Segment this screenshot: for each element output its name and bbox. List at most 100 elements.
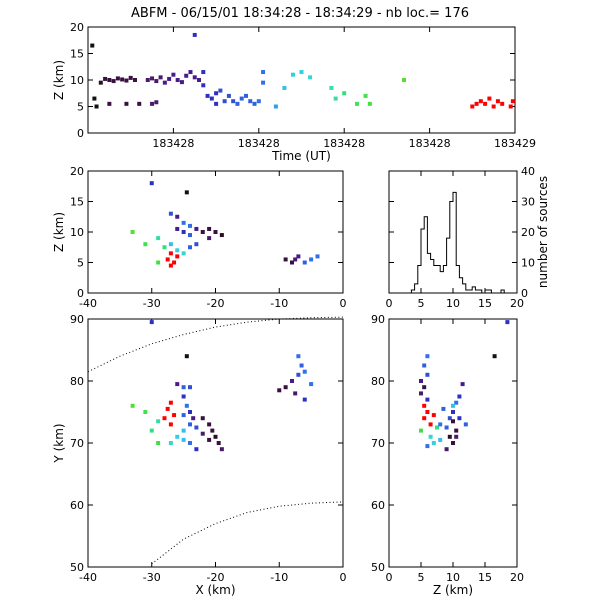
source-point <box>505 320 510 325</box>
source-point <box>425 354 430 359</box>
source-point <box>451 419 455 424</box>
yx-x-axis-tick-label: 0 <box>340 571 347 584</box>
zx-z-axis-tick-label: 10 <box>70 226 84 239</box>
time-axis-tick-label: 183428 <box>238 137 280 150</box>
source-point <box>282 85 287 90</box>
source-point <box>165 257 170 262</box>
source-point <box>219 447 224 452</box>
source-point <box>184 403 189 408</box>
source-point <box>329 85 334 90</box>
yz-y-axis-tick-label: 90 <box>371 313 385 326</box>
source-point <box>235 101 240 106</box>
source-point <box>277 388 282 393</box>
source-point <box>92 96 97 101</box>
source-point <box>355 101 360 106</box>
yz-z-axis-tick-label: 0 <box>386 571 393 584</box>
source-point <box>181 220 186 225</box>
source-point <box>478 99 483 104</box>
source-point <box>124 101 129 106</box>
source-point <box>463 422 468 427</box>
source-point <box>145 78 150 82</box>
source-point <box>181 413 186 418</box>
source-point <box>210 428 215 433</box>
source-point <box>214 91 219 96</box>
source-point <box>419 379 423 383</box>
yx-y-axis-tick-label: 70 <box>70 437 84 450</box>
source-point <box>168 251 173 256</box>
source-point <box>188 385 192 390</box>
source-point <box>175 214 180 219</box>
source-point <box>165 406 170 411</box>
source-point <box>168 400 173 405</box>
yx-x-axis-tick-label: -20 <box>207 571 225 584</box>
source-point <box>194 242 199 247</box>
source-point <box>333 96 338 101</box>
source-point <box>422 363 427 368</box>
source-point <box>149 428 154 433</box>
source-point <box>181 437 186 442</box>
source-point <box>200 431 205 436</box>
histogram-step-line <box>389 191 517 294</box>
source-point <box>143 242 148 247</box>
time-z-axis-tick-label: 5 <box>77 101 84 114</box>
yz-y-axis-tick-label: 50 <box>371 561 385 574</box>
source-point <box>290 72 295 77</box>
source-point <box>293 391 298 396</box>
source-point <box>201 70 206 75</box>
source-point <box>239 96 244 101</box>
source-point <box>172 260 177 265</box>
source-point <box>454 428 459 433</box>
source-point <box>290 260 294 265</box>
source-point <box>168 211 173 216</box>
source-point <box>447 434 452 439</box>
source-point <box>194 447 199 452</box>
source-point <box>483 101 488 106</box>
source-point <box>422 403 427 408</box>
source-point <box>107 101 112 106</box>
source-point <box>309 382 314 387</box>
source-point <box>194 425 199 430</box>
source-point <box>158 75 163 80</box>
source-point <box>431 441 436 445</box>
zx-z-axis-tick-label: 0 <box>77 287 84 300</box>
source-point <box>156 236 161 241</box>
source-point <box>184 190 189 195</box>
source-point <box>188 422 192 427</box>
source-point <box>90 43 95 48</box>
zx-x-axis-tick-label: -40 <box>79 297 97 310</box>
source-point <box>218 88 223 93</box>
source-point <box>207 422 212 427</box>
source-point <box>188 233 192 238</box>
source-point <box>283 257 288 262</box>
zx-z-axis-tick-label: 5 <box>77 257 84 270</box>
yx-y-axis-tick-label: 60 <box>70 499 84 512</box>
source-point <box>273 104 278 109</box>
source-point <box>256 99 261 104</box>
source-point <box>200 416 205 421</box>
source-point <box>130 403 135 408</box>
source-point <box>162 80 167 85</box>
source-point <box>243 93 248 98</box>
source-point <box>150 101 155 106</box>
source-point <box>302 369 307 374</box>
source-point <box>124 78 129 83</box>
source-point <box>431 413 436 418</box>
source-point <box>175 78 180 82</box>
source-point <box>175 254 180 259</box>
source-point <box>451 403 455 408</box>
source-point <box>487 96 492 101</box>
yz-y-axis-tick-label: 60 <box>371 499 385 512</box>
source-point <box>447 416 452 421</box>
source-point <box>302 397 307 402</box>
source-point <box>428 434 433 439</box>
zx-x-axis-tick-label: 0 <box>340 297 347 310</box>
hist-y-axis-label: number of sources <box>536 176 550 288</box>
source-point <box>184 354 189 359</box>
source-point <box>156 260 161 265</box>
source-point <box>188 223 192 228</box>
source-point <box>156 419 161 424</box>
source-point <box>401 78 406 82</box>
source-point <box>491 104 496 109</box>
time-z-axis-tick-label: 15 <box>70 48 84 61</box>
